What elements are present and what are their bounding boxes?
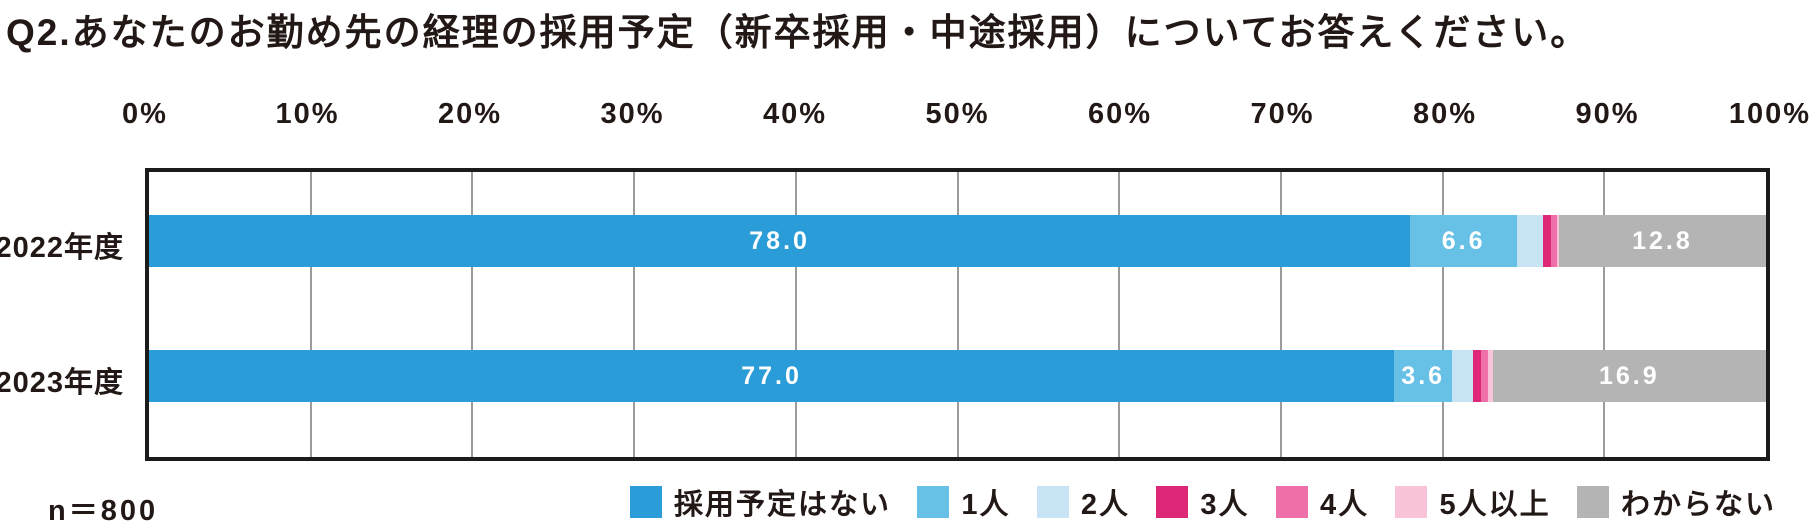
- legend-swatch: [1036, 486, 1069, 518]
- chart-title: Q2.あなたのお勤め先の経理の採用予定（新卒採用・中途採用）についてお答えくださ…: [6, 12, 1590, 53]
- axis-tick-label: 60%: [1087, 98, 1153, 130]
- axis-tick-label: 80%: [1412, 98, 1478, 130]
- legend-item-2人: 2人: [1036, 481, 1131, 523]
- legend-label: 1人: [961, 489, 1011, 521]
- legend-item-採用予定はない: 採用予定はない: [630, 481, 891, 523]
- bar-value-label: 78.0: [749, 226, 810, 255]
- bar-segment-3人: [1473, 350, 1482, 402]
- legend-swatch: [1156, 486, 1189, 518]
- bar-value-label: 77.0: [741, 361, 802, 390]
- x-axis: 0% 10% 20% 30% 40% 50% 60% 70% 80% 90% 100%: [122, 98, 1809, 138]
- bar-segment-採用予定はない: 77.0: [149, 350, 1395, 402]
- gridline: [1441, 172, 1444, 457]
- bar-value-label: 16.9: [1598, 361, 1660, 390]
- bar-segment-2人: [1452, 350, 1474, 402]
- axis-tick-label: 20%: [437, 98, 503, 130]
- bar-segment-1人: 6.6: [1410, 215, 1517, 267]
- gridline: [1603, 172, 1606, 457]
- gridline: [471, 172, 474, 457]
- gridline: [1279, 172, 1282, 457]
- legend-label: 3人: [1200, 489, 1250, 521]
- bar-segment-わからない: 12.8: [1558, 215, 1766, 267]
- category-label-2022: 2022年度: [0, 232, 124, 264]
- sample-size-label: n＝800: [48, 495, 159, 527]
- gridline: [956, 172, 959, 457]
- legend-swatch: [1395, 486, 1428, 518]
- bar-segment-4人: [1550, 215, 1558, 267]
- bar-segment-4人: [1481, 350, 1488, 402]
- legend-item-4人: 4人: [1275, 481, 1370, 523]
- axis-tick-label: 100%: [1728, 98, 1809, 130]
- bar-row-2023年度: 77.0 3.6 16.9: [149, 350, 1766, 402]
- gridline: [1118, 172, 1121, 457]
- axis-tick-label: 30%: [600, 98, 665, 130]
- axis-tick-label: 0%: [122, 98, 168, 130]
- legend-label: 5人以上: [1439, 489, 1551, 521]
- axis-tick-label: 90%: [1575, 98, 1640, 130]
- bar-segment-5人以上: [1487, 350, 1493, 402]
- plot-area: 78.0 6.6 12.8 77.0 3.6 16.9: [145, 168, 1770, 461]
- bar-segment-2人: [1516, 215, 1543, 267]
- bar-segment-1人: 3.6: [1394, 350, 1453, 402]
- bar-row-2022年度: 78.0 6.6 12.8: [149, 215, 1766, 267]
- legend-swatch: [917, 486, 950, 518]
- legend-item-3人: 3人: [1156, 481, 1249, 523]
- gridline: [309, 172, 312, 457]
- gridline: [633, 172, 636, 457]
- legend-label: わからない: [1620, 489, 1776, 521]
- legend: 採用予定はない 1人 2人 3人 4人 5人以上 わからない: [630, 485, 1776, 521]
- bar-segment-わからない: 16.9: [1492, 350, 1766, 402]
- bar-segment-採用予定はない: 78.0: [149, 215, 1411, 267]
- bar-segment-5人以上: [1557, 215, 1559, 267]
- legend-item-1人: 1人: [917, 481, 1010, 523]
- category-label-2023: 2023年度: [0, 367, 124, 399]
- legend-label: 4人: [1319, 489, 1370, 521]
- legend-label: 採用予定はない: [674, 489, 892, 521]
- bar-value-label: 12.8: [1632, 226, 1693, 255]
- legend-swatch: [630, 486, 662, 518]
- legend-swatch: [1275, 486, 1308, 518]
- axis-tick-label: 40%: [762, 98, 828, 130]
- legend-item-5人以上: 5人以上: [1395, 481, 1550, 523]
- axis-tick-label: 10%: [275, 98, 340, 130]
- bar-segment-3人: [1542, 215, 1551, 267]
- legend-label: 2人: [1080, 489, 1131, 521]
- legend-swatch: [1576, 486, 1609, 518]
- bar-value-label: 6.6: [1441, 226, 1486, 255]
- legend-item-わからない: わからない: [1576, 481, 1776, 523]
- axis-tick-label: 50%: [925, 98, 990, 130]
- axis-tick-label: 70%: [1250, 98, 1315, 130]
- gridline: [794, 172, 797, 457]
- bar-value-label: 3.6: [1401, 361, 1446, 390]
